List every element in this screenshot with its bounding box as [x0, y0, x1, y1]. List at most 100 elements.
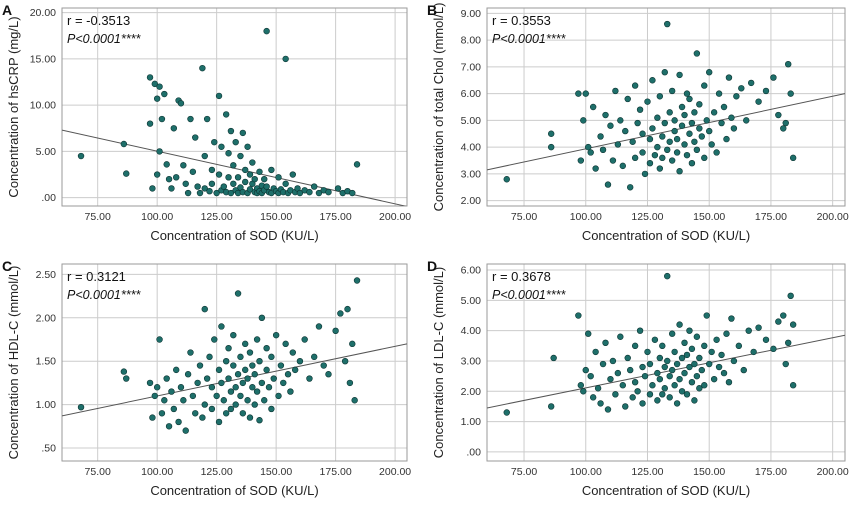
y-tick-label: 6.00 [461, 88, 482, 100]
data-point [599, 360, 607, 368]
data-point [218, 379, 225, 387]
data-point [656, 354, 664, 362]
data-point [268, 353, 275, 361]
data-point [631, 342, 639, 350]
data-point [153, 95, 161, 102]
data-point [165, 175, 173, 183]
data-point [676, 168, 683, 175]
data-point [163, 375, 170, 382]
y-axis-label: Concentration of HDL-C (mmol/L) [6, 266, 21, 460]
data-point [582, 90, 589, 97]
data-point [649, 382, 656, 389]
data-point [683, 351, 691, 359]
data-point [225, 174, 232, 181]
panel-letter: A [2, 2, 12, 18]
data-point [666, 138, 673, 145]
data-point [715, 90, 723, 97]
data-point [256, 357, 263, 365]
data-point [225, 150, 232, 157]
data-point [604, 181, 612, 188]
data-point [151, 80, 158, 88]
data-point [215, 418, 223, 426]
data-point [686, 130, 693, 137]
data-point [706, 69, 713, 76]
data-point [151, 392, 158, 400]
data-point [718, 351, 725, 359]
x-tick-label: 100.00 [141, 466, 173, 478]
data-point [720, 103, 728, 111]
data-point [349, 189, 356, 197]
data-point [146, 74, 154, 81]
data-point [664, 357, 671, 365]
data-point [629, 138, 636, 145]
data-point [649, 125, 656, 132]
data-point [344, 305, 351, 313]
data-point [249, 362, 256, 369]
data-point [693, 333, 701, 340]
x-tick-label: 175.00 [755, 466, 787, 478]
data-point [688, 345, 696, 353]
x-tick-label: 175.00 [755, 211, 787, 223]
data-point [123, 170, 130, 177]
data-point [676, 71, 683, 79]
data-point [589, 394, 597, 401]
x-axis-label: Concentration of SOD (KU/L) [150, 483, 318, 498]
x-tick-label: 200.00 [379, 466, 411, 478]
x-tick-label: 125.00 [631, 466, 663, 478]
panel-a-hscrp: 75.00 100.00 125.00 150.00 175.00 200.00 .00 5.… [2, 2, 411, 243]
x-tick-label: 150.00 [693, 466, 725, 478]
data-point [718, 119, 725, 127]
data-point [234, 290, 242, 297]
data-point [678, 103, 686, 111]
y-tick-label: 3.00 [461, 355, 482, 367]
data-point [654, 143, 661, 151]
data-point [723, 330, 730, 337]
data-point [550, 354, 557, 362]
x-tick-label: 150.00 [260, 466, 292, 478]
panel-letter: B [427, 2, 437, 18]
data-point [203, 115, 211, 123]
data-point [227, 189, 235, 197]
data-point [199, 414, 206, 421]
data-point [708, 348, 715, 356]
data-point [723, 135, 730, 143]
data-point [654, 114, 661, 121]
data-point [220, 183, 227, 190]
data-point [239, 410, 247, 417]
data-point [180, 162, 187, 169]
data-point [683, 151, 691, 159]
data-point [589, 103, 597, 111]
data-point [720, 369, 728, 377]
data-point [156, 336, 163, 343]
y-tick-label: 5.00 [461, 115, 482, 127]
data-point [673, 360, 681, 368]
data-point [639, 400, 646, 407]
data-point [251, 175, 258, 183]
data-point [258, 314, 266, 322]
data-point [282, 340, 289, 348]
data-point [337, 310, 344, 317]
data-point [239, 129, 247, 137]
data-point [168, 185, 175, 192]
data-point [646, 360, 654, 368]
data-point [227, 388, 235, 395]
data-point [332, 327, 339, 335]
data-point [785, 60, 792, 68]
data-point [230, 362, 237, 369]
data-point [750, 348, 757, 356]
data-point [244, 143, 251, 150]
data-point [762, 87, 770, 95]
data-point [215, 92, 223, 100]
data-point [698, 133, 705, 140]
data-point [173, 366, 180, 374]
data-point [201, 305, 208, 313]
data-point [206, 187, 213, 195]
data-point [232, 138, 239, 146]
data-point [346, 379, 354, 387]
data-point [253, 336, 261, 343]
data-point [646, 391, 654, 398]
data-point [683, 90, 691, 97]
data-point [594, 385, 602, 392]
x-tick-label: 200.00 [817, 211, 849, 223]
